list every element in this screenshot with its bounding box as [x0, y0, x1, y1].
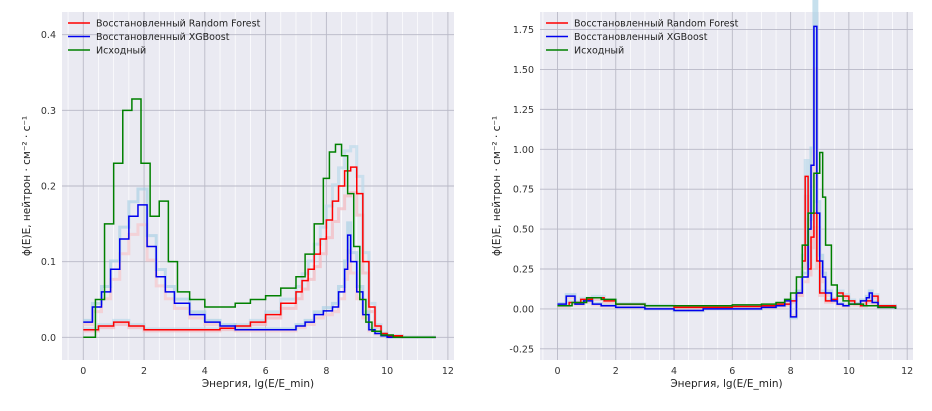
right-chart: 0 2 4 6 8 10 12 -0.25 0.00 0.25 0.50 0.75 1.00 1.25 1.… — [491, 0, 913, 390]
series-line-0 — [83, 166, 436, 339]
y-tick-label: 0.1 — [41, 257, 56, 268]
series-line-1 — [83, 204, 436, 339]
x-tick-label: 10 — [843, 366, 855, 377]
y-tick-label: -0.25 — [509, 344, 534, 355]
x-axis-label: Энергия, lg(E/E_min) — [202, 378, 314, 390]
x-tick-label: 12 — [442, 366, 454, 377]
y-tick-label: 0.75 — [513, 185, 534, 196]
x-tick-label: 0 — [554, 366, 560, 377]
x-tick-label: 12 — [901, 366, 913, 377]
y-tick-label: 0.00 — [513, 304, 534, 315]
y-tick-label: 1.75 — [513, 25, 534, 36]
x-axis-label: Энергия, lg(E/E_min) — [670, 378, 782, 390]
x-tick-label: 6 — [263, 366, 269, 377]
y-tick-label: 0.50 — [513, 225, 534, 236]
y-tick-label: 1.50 — [513, 65, 534, 76]
y-tick-label: 1.25 — [513, 105, 534, 116]
y-axis-label: ϕ(E)E, нейтрон · см⁻² · с⁻¹ — [491, 116, 503, 256]
legend-label: Исходный — [574, 46, 624, 57]
x-tick-label: 8 — [323, 366, 329, 377]
legend-label: Восстановленный Random Forest — [96, 19, 261, 30]
legend-label: Исходный — [96, 46, 146, 57]
y-tick-label: 1.00 — [513, 145, 534, 156]
x-tick-label: 6 — [729, 366, 735, 377]
y-tick-label: 0.3 — [41, 106, 56, 117]
legend-label: Восстановленный Random Forest — [574, 19, 739, 30]
legend-label: Восстановленный XGBoost — [574, 32, 708, 43]
left-chart: 0 2 4 6 8 10 12 0.0 0.1 0.2 0.3 0.4 Восстановленный … — [21, 12, 454, 390]
y-tick-label: 0.25 — [513, 265, 534, 276]
x-tick-label: 2 — [613, 366, 619, 377]
x-tick-label: 10 — [381, 366, 393, 377]
ensemble-line — [83, 191, 436, 339]
series-line-2 — [83, 98, 436, 339]
x-tick-label: 2 — [141, 366, 147, 377]
x-tick-label: 8 — [788, 366, 794, 377]
legend-label: Восстановленный XGBoost — [96, 32, 230, 43]
y-tick-label: 0.2 — [41, 182, 56, 193]
x-tick-label: 4 — [202, 366, 208, 377]
x-tick-label: 0 — [80, 366, 86, 377]
y-axis-label: ϕ(E)E, нейтрон · см⁻² · с⁻¹ — [21, 116, 33, 256]
y-tick-label: 0.0 — [41, 333, 56, 344]
series-line-2 — [557, 151, 897, 309]
x-tick-label: 4 — [671, 366, 677, 377]
y-tick-label: 0.4 — [41, 30, 56, 41]
